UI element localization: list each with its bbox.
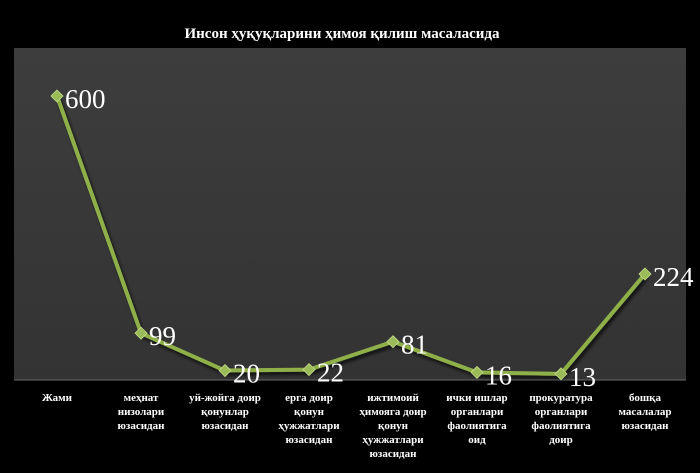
- data-label: 224: [653, 262, 694, 292]
- plot-area: [14, 48, 686, 380]
- data-label: 22: [317, 358, 344, 388]
- data-point-marker: [638, 267, 652, 281]
- category-label: меҳнат низолари юзасидан: [118, 392, 166, 432]
- data-label: 20: [233, 359, 260, 389]
- data-point-marker: [386, 335, 400, 349]
- data-label: 16: [485, 360, 512, 390]
- data-point-marker: [470, 365, 484, 379]
- category-label: Жами: [42, 392, 73, 404]
- data-label: 81: [401, 330, 428, 360]
- data-point-marker: [302, 363, 316, 377]
- data-point-marker: [134, 326, 148, 340]
- chart-title: Инсон ҳуқуқларини ҳимоя қилиш масаласида: [185, 26, 500, 42]
- data-point-marker: [554, 367, 568, 381]
- category-label: ижтимоий ҳимояга доир қонун ҳужжатлари юзаси…: [359, 392, 426, 460]
- category-label: уй-жойга доир қонунлар юзасидан: [189, 392, 261, 432]
- data-label: 13: [569, 362, 596, 392]
- category-label: бошқа масалалар юзасидан: [618, 392, 671, 432]
- data-label: 600: [65, 84, 106, 114]
- data-point-marker: [50, 89, 64, 103]
- data-point-marker: [218, 363, 232, 378]
- category-label-layer: Жами меҳнат низолари юзасидан уй-жойга доир қ…: [42, 392, 672, 460]
- category-label: ерга доир қонун ҳужжатлари юзасидан: [278, 392, 340, 446]
- series-layer: [50, 89, 652, 381]
- series-line: [55, 95, 647, 376]
- data-label-layer: 600 99 20 22 81 16 13 224: [65, 84, 694, 392]
- category-label: ички ишлар органлари фаолиятига оид: [446, 392, 507, 446]
- category-label: прокуратура органлари фаолиятига доир: [529, 392, 593, 446]
- data-label: 99: [149, 321, 176, 351]
